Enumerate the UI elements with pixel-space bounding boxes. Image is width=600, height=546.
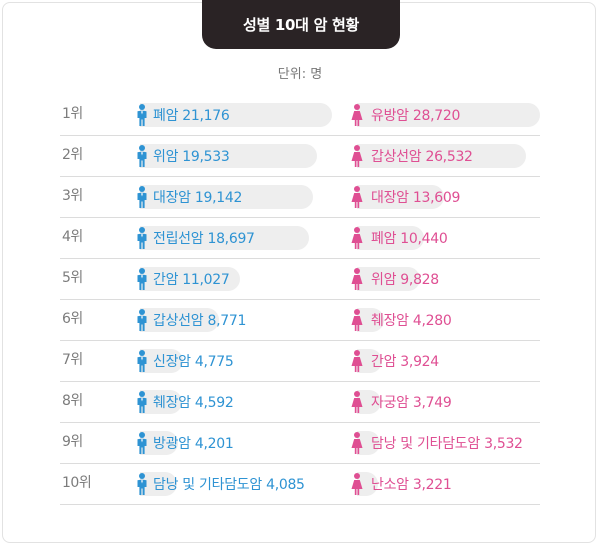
female-person-icon [351,268,363,290]
female-label: 대장암 13,609 [371,190,461,206]
male-label: 담낭 및 기타담도암 4,085 [153,477,305,493]
male-person-icon [136,186,148,208]
row-divider [60,340,540,341]
row-divider [60,463,540,464]
female-person-icon [351,104,363,126]
rank-row: 10위 담낭 및 기타담도암 4,085 난소암 3,221 [0,464,600,505]
male-person-icon [136,350,148,372]
rank-row: 3위 대장암 19,142 대장암 13,609 [0,177,600,218]
female-bar [357,144,527,168]
female-label: 간암 3,924 [371,354,439,370]
male-label: 간암 11,027 [153,272,230,288]
female-bar [357,226,424,250]
male-bar [140,103,332,127]
row-divider [60,258,540,259]
unit-label: 단위: 명 [277,67,323,82]
female-bar [357,185,444,209]
male-label: 폐암 21,176 [153,108,230,124]
female-bar [357,308,385,332]
female-bar [357,103,540,127]
row-divider [60,422,540,423]
male-label: 갑상선암 8,771 [153,313,247,329]
female-person-icon [351,145,363,167]
male-person-icon [136,391,148,413]
row-divider [60,135,540,136]
female-person-icon [351,391,363,413]
male-person-icon [136,227,148,249]
rank-row: 1위 폐암 21,176 유방암 28,720 [0,95,600,136]
male-person-icon [136,268,148,290]
rank-label: 5위 [62,270,83,286]
row-divider [60,176,540,177]
rank-label: 8위 [62,393,83,409]
male-bar [140,267,240,291]
female-bar [357,431,380,455]
male-bar [140,349,184,373]
row-divider [60,381,540,382]
female-person-icon [351,473,363,495]
male-bar [140,226,310,250]
rank-label: 1위 [62,106,83,122]
rank-row: 9위 방광암 4,201 담낭 및 기타담도암 3,532 [0,423,600,464]
rank-row: 7위 신장암 4,775 간암 3,924 [0,341,600,382]
male-person-icon [136,473,148,495]
rank-label: 10위 [62,475,92,491]
male-person-icon [136,432,148,454]
female-label: 갑상선암 26,532 [371,149,473,165]
rank-label: 4위 [62,229,83,245]
male-label: 췌장암 4,592 [153,395,234,411]
female-label: 담낭 및 기타담도암 3,532 [371,436,523,452]
male-person-icon [136,145,148,167]
female-bar [357,267,420,291]
female-label: 폐암 10,440 [371,231,448,247]
rank-label: 7위 [62,352,83,368]
row-divider [60,217,540,218]
row-divider [60,504,540,505]
male-bar [140,308,220,332]
male-label: 신장암 4,775 [153,354,234,370]
male-label: 위암 19,533 [153,149,230,165]
chart-title: 성별 10대 암 현황 [202,0,400,49]
female-person-icon [351,350,363,372]
rank-label: 3위 [62,188,83,204]
rank-label: 9위 [62,434,83,450]
rank-row: 8위 췌장암 4,592 자궁암 3,749 [0,382,600,423]
female-person-icon [351,432,363,454]
female-person-icon [351,186,363,208]
female-label: 난소암 3,221 [371,477,452,493]
female-bar [357,390,381,414]
male-label: 전립선암 18,697 [153,231,255,247]
female-label: 위암 9,828 [371,272,439,288]
rank-row: 4위 전립선암 18,697 폐암 10,440 [0,218,600,259]
male-bar [140,390,182,414]
rank-label: 2위 [62,147,83,163]
rank-row: 2위 위암 19,533 갑상선암 26,532 [0,136,600,177]
male-label: 방광암 4,201 [153,436,234,452]
female-label: 자궁암 3,749 [371,395,452,411]
female-bar [357,349,382,373]
male-bar [140,144,317,168]
female-label: 췌장암 4,280 [371,313,452,329]
male-person-icon [136,309,148,331]
row-divider [60,299,540,300]
female-label: 유방암 28,720 [371,108,461,124]
rank-row: 6위 갑상선암 8,771 췌장암 4,280 [0,300,600,341]
female-person-icon [351,227,363,249]
female-bar [357,472,378,496]
rank-row: 5위 간암 11,027 위암 9,828 [0,259,600,300]
rank-label: 6위 [62,311,83,327]
female-person-icon [351,309,363,331]
male-bar [140,185,314,209]
male-label: 대장암 19,142 [153,190,243,206]
male-person-icon [136,104,148,126]
